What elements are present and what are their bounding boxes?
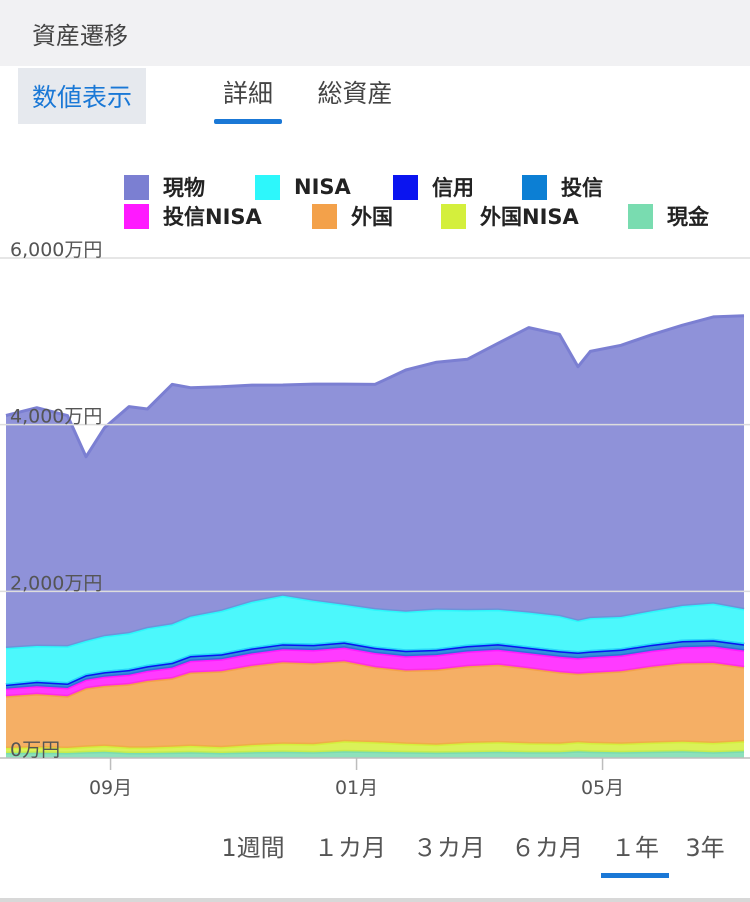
x-tick-label: 05月 bbox=[581, 777, 624, 799]
legend-swatch bbox=[124, 174, 149, 200]
legend-label: 現金 bbox=[667, 205, 709, 229]
period-6month[interactable]: ６カ月 bbox=[511, 834, 583, 862]
legend-item-genkin: 現金 bbox=[628, 203, 709, 229]
legend-swatch bbox=[628, 203, 653, 229]
x-axis: 09月 01月 05月 bbox=[89, 758, 624, 799]
legend-swatch bbox=[441, 203, 466, 229]
legend-label: NISA bbox=[294, 175, 351, 199]
legend-item-shinyo: 信用 bbox=[393, 174, 474, 200]
series-area-3 bbox=[6, 646, 744, 697]
period-3month[interactable]: ３カ月 bbox=[413, 834, 485, 862]
legend-swatch bbox=[393, 174, 418, 200]
y-axis-labels: 0万円 2,000万円 4,000万円 6,000万円 bbox=[10, 239, 102, 761]
period-selector: 1週間 １カ月 ３カ月 ６カ月 １年 3年 bbox=[0, 820, 750, 880]
chart-toolbar: 数値表示 詳細 総資産 bbox=[0, 66, 750, 128]
legend-item-nisa: NISA bbox=[255, 174, 351, 200]
tab-total-assets[interactable]: 総資産 bbox=[317, 79, 393, 108]
legend-swatch bbox=[522, 174, 547, 200]
series-area-2 bbox=[6, 661, 744, 748]
legend-item-gaikoku: 外国 bbox=[312, 203, 393, 229]
section-header: 資産遷移 bbox=[0, 0, 750, 66]
period-1month[interactable]: １カ月 bbox=[314, 834, 386, 862]
legend-item-toshin: 投信 bbox=[522, 174, 603, 200]
period-3year[interactable]: 3年 bbox=[685, 834, 725, 862]
section-title: 資産遷移 bbox=[32, 21, 128, 50]
y-tick-label: 6,000万円 bbox=[10, 239, 102, 261]
bottom-divider bbox=[0, 898, 750, 902]
chart-legend: 現物 NISA 信用 投信 投信NISA 外国 外国NISA 現金 bbox=[0, 170, 750, 230]
legend-label: 外国NISA bbox=[480, 205, 579, 229]
legend-label: 信用 bbox=[432, 176, 474, 200]
legend-swatch bbox=[124, 203, 149, 229]
y-tick-label: 0万円 bbox=[10, 739, 60, 761]
legend-label: 投信NISA bbox=[163, 205, 262, 229]
y-tick-label: 2,000万円 bbox=[10, 572, 102, 594]
series-area-7 bbox=[6, 315, 744, 648]
series-line-7 bbox=[5, 314, 745, 459]
legend-label: 現物 bbox=[163, 176, 205, 200]
tab-detail[interactable]: 詳細 bbox=[214, 74, 282, 124]
legend-label: 外国 bbox=[351, 205, 393, 229]
asset-chart: 0万円 2,000万円 4,000万円 6,000万円 09月 01月 05月 bbox=[0, 238, 750, 808]
legend-swatch bbox=[255, 174, 280, 200]
y-tick-label: 4,000万円 bbox=[10, 406, 102, 428]
x-tick-label: 09月 bbox=[89, 777, 132, 799]
chart-areas bbox=[5, 314, 745, 758]
legend-item-gaikoku-nisa: 外国NISA bbox=[441, 203, 579, 229]
chart-grid bbox=[0, 257, 750, 759]
legend-item-toshin-nisa: 投信NISA bbox=[124, 203, 262, 229]
legend-swatch bbox=[312, 203, 337, 229]
x-tick-label: 01月 bbox=[335, 777, 378, 799]
asset-area-chart: 0万円 2,000万円 4,000万円 6,000万円 09月 01月 05月 bbox=[0, 239, 750, 799]
legend-item-genbutsu: 現物 bbox=[124, 174, 205, 200]
period-1week[interactable]: 1週間 bbox=[221, 834, 285, 862]
legend-label: 投信 bbox=[561, 176, 603, 200]
period-1year[interactable]: １年 bbox=[601, 828, 669, 878]
numeric-display-toggle[interactable]: 数値表示 bbox=[18, 68, 146, 124]
